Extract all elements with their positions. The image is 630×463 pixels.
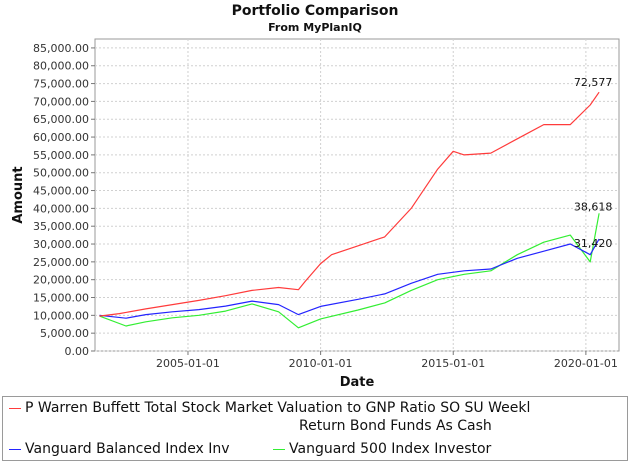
y-axis-ticks: 0.00 5,000.00 10,000.00 15,000.00 20,000.00 2… bbox=[33, 42, 95, 358]
y-tick-label: 25,000.00 bbox=[33, 256, 89, 269]
legend-swatch-blue bbox=[9, 448, 21, 450]
series-line-buffett bbox=[99, 91, 600, 317]
y-tick-label: 20,000.00 bbox=[33, 274, 89, 287]
y-tick-label: 40,000.00 bbox=[33, 202, 89, 215]
legend: P Warren Buffett Total Stock Market Valu… bbox=[2, 396, 628, 461]
x-tick-label: 2010-01-01 bbox=[289, 357, 353, 370]
y-axis-label: Amount bbox=[11, 166, 26, 223]
y-tick-label: 15,000.00 bbox=[33, 292, 89, 305]
y-tick-label: 35,000.00 bbox=[33, 220, 89, 233]
series-line-balanced bbox=[99, 238, 600, 319]
y-tick-label: 60,000.00 bbox=[33, 131, 89, 144]
end-value-label: 72,577 bbox=[574, 76, 613, 89]
y-tick-label: 0.00 bbox=[65, 345, 90, 358]
legend-swatch-green bbox=[273, 448, 285, 450]
series-layer bbox=[99, 91, 600, 329]
y-tick-label: 80,000.00 bbox=[33, 60, 89, 73]
end-value-label: 38,618 bbox=[574, 200, 613, 213]
legend-item-sp500: Vanguard 500 Index Investor bbox=[273, 441, 491, 457]
y-tick-label: 75,000.00 bbox=[33, 78, 89, 91]
legend-label-buffett-line1: P Warren Buffett Total Stock Market Valu… bbox=[25, 400, 531, 416]
y-tick-label: 10,000.00 bbox=[33, 309, 89, 322]
x-axis-label: Date bbox=[340, 375, 375, 390]
y-tick-label: 50,000.00 bbox=[33, 167, 89, 180]
y-tick-label: 85,000.00 bbox=[33, 42, 89, 55]
y-tick-label: 5,000.00 bbox=[40, 327, 89, 340]
legend-label-balanced: Vanguard Balanced Index Inv bbox=[25, 441, 230, 457]
legend-label-sp500: Vanguard 500 Index Investor bbox=[289, 441, 492, 457]
line-chart: Portfolio Comparison From MyPlanIQ 0.00 5… bbox=[11, 3, 620, 390]
x-tick-label: 2020-01-01 bbox=[554, 357, 618, 370]
legend-item-buffett-cont: Return Bond Funds As Cash bbox=[299, 418, 492, 434]
x-tick-label: 2015-01-01 bbox=[421, 357, 485, 370]
grid-lines bbox=[95, 39, 619, 352]
legend-swatch-red bbox=[9, 407, 21, 409]
end-value-label: 31,420 bbox=[574, 237, 613, 250]
x-tick-label: 2005-01-01 bbox=[156, 357, 220, 370]
end-labels: 72,577 31,420 38,618 bbox=[574, 76, 613, 250]
chart-title: Portfolio Comparison bbox=[232, 3, 399, 19]
y-tick-label: 55,000.00 bbox=[33, 149, 89, 162]
y-tick-label: 70,000.00 bbox=[33, 95, 89, 108]
x-axis-ticks: 2005-01-01 2010-01-01 2015-01-01 2020-01-01 bbox=[156, 351, 618, 370]
legend-item-balanced: Vanguard Balanced Index Inv bbox=[9, 441, 230, 457]
series-line-sp500 bbox=[99, 213, 600, 329]
chart-subtitle: From MyPlanIQ bbox=[268, 21, 362, 34]
legend-label-buffett-line2: Return Bond Funds As Cash bbox=[299, 418, 492, 434]
y-tick-label: 45,000.00 bbox=[33, 185, 89, 198]
y-tick-label: 30,000.00 bbox=[33, 238, 89, 251]
y-tick-label: 65,000.00 bbox=[33, 113, 89, 126]
legend-item-buffett: P Warren Buffett Total Stock Market Valu… bbox=[9, 400, 530, 416]
